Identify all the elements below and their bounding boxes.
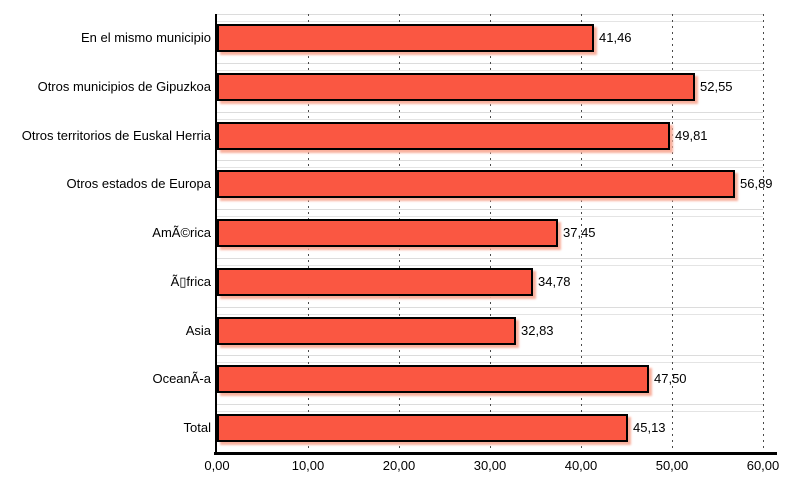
bar-1 <box>217 24 594 52</box>
bar-value-label: 41,46 <box>599 30 632 45</box>
x-tick-label: 20,00 <box>382 458 416 473</box>
bar-3 <box>217 122 670 150</box>
x-tick-label: 60,00 <box>746 458 780 473</box>
bar-4 <box>217 170 735 198</box>
bar-8 <box>217 365 649 393</box>
category-label: OceanÃ-a <box>152 371 211 386</box>
bar-value-label: 34,78 <box>538 274 571 289</box>
bar-value-label: 52,55 <box>700 79 733 94</box>
bar-5 <box>217 219 558 247</box>
bar-2 <box>217 73 695 101</box>
x-tick-label: 50,00 <box>655 458 689 473</box>
bar-value-label: 56,89 <box>740 176 773 191</box>
x-axis-line <box>214 452 777 455</box>
x-tick-label: 30,00 <box>473 458 507 473</box>
bar-7 <box>217 317 516 345</box>
category-label: Asia <box>185 323 211 338</box>
category-label: Otros territorios de Euskal Herria <box>21 128 211 143</box>
x-tick-label: 40,00 <box>564 458 598 473</box>
x-tick-label: 10,00 <box>291 458 325 473</box>
range-gridline-dotted <box>672 14 673 453</box>
bar-value-label: 45,13 <box>633 420 666 435</box>
category-label: Otros estados de Europa <box>66 176 211 191</box>
category-label: Ã▯frica <box>170 274 211 289</box>
x-tick-label: 0,00 <box>204 458 230 473</box>
bar-value-label: 47,50 <box>654 371 687 386</box>
bar-value-label: 37,45 <box>563 225 596 240</box>
category-label: En el mismo municipio <box>80 30 211 45</box>
plot-area: 41,46 52,55 49,81 56,89 37,45 34,78 32,83 47,50… <box>217 14 773 453</box>
category-label: Total <box>183 420 211 435</box>
range-gridline-dotted <box>581 14 582 453</box>
bar-value-label: 49,81 <box>675 128 708 143</box>
bar-9 <box>217 414 628 442</box>
bar-6 <box>217 268 533 296</box>
category-label: AmÃ©rica <box>152 225 211 240</box>
range-gridline-dotted <box>763 14 764 453</box>
y-axis-line <box>215 14 217 455</box>
category-label: Otros municipios de Gipuzkoa <box>37 79 211 94</box>
bar-value-label: 32,83 <box>521 323 554 338</box>
